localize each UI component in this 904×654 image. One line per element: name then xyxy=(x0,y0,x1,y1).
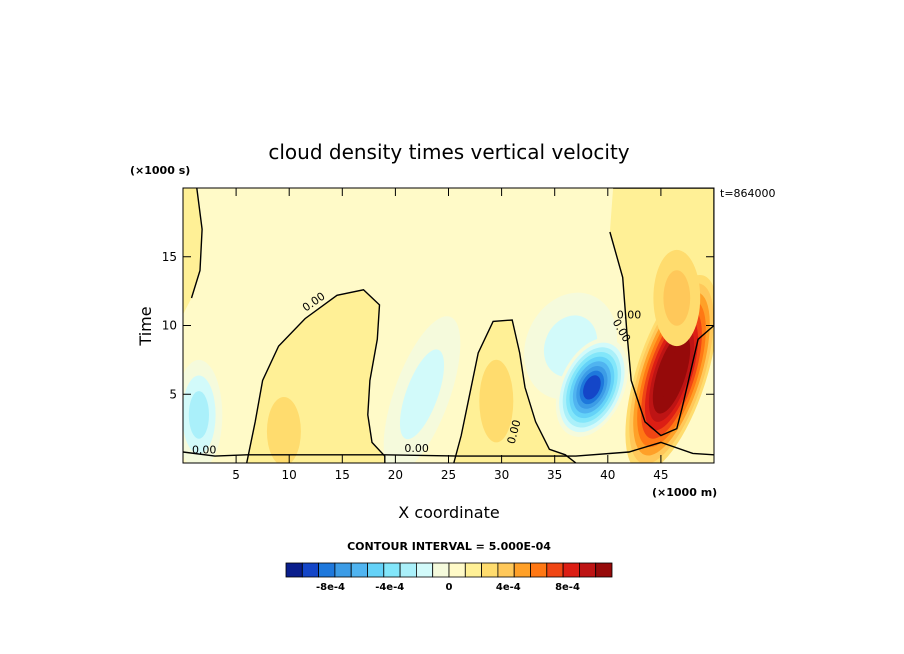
plot-area: 0.000.00 0.000.000.000.00 5 10 15 20 25 30 35 40… xyxy=(162,187,715,482)
contour-level-2-2 xyxy=(399,349,445,440)
zero-contour-mid xyxy=(453,319,577,463)
contour-level-1-1 xyxy=(266,397,301,463)
colorbar-swatch xyxy=(497,562,515,578)
contour-label: 0.00 xyxy=(617,309,642,322)
colorbar xyxy=(285,562,613,578)
contour-interval-note: CONTOUR INTERVAL = 5.000E-04 xyxy=(347,540,551,553)
colorbar-swatch xyxy=(546,562,564,578)
x-tick-label: 35 xyxy=(547,468,562,482)
colorbar-swatch xyxy=(464,562,482,578)
colorbar-labels: -8e-4 -4e-4 0 4e-4 8e-4 xyxy=(316,582,580,593)
x-tick-label: 10 xyxy=(282,468,297,482)
zero-contour-left xyxy=(190,188,203,299)
colorbar-swatch xyxy=(334,562,352,578)
x-tick-label: 30 xyxy=(494,468,509,482)
colorbar-swatch xyxy=(399,562,417,578)
colorbar-swatch xyxy=(513,562,531,578)
zero-contours xyxy=(183,188,714,463)
x-axis-title: X coordinate xyxy=(398,503,499,522)
y-axis-title: Time xyxy=(136,306,155,346)
colorbar-label: 0 xyxy=(446,582,453,593)
colorbar-swatch xyxy=(285,562,303,578)
zero-contour-bottom xyxy=(183,441,714,457)
colorbar-swatch xyxy=(350,562,368,578)
colorbar-swatch xyxy=(383,562,401,578)
contour-level-7-2 xyxy=(663,270,691,326)
colorbar-swatch xyxy=(415,562,434,578)
colorbar-label: 8e-4 xyxy=(555,582,580,593)
chart-title: cloud density times vertical velocity xyxy=(268,140,629,164)
colorbar-label: -8e-4 xyxy=(316,582,345,593)
x-tick-label: 45 xyxy=(653,468,668,482)
contour-label: 0.00 xyxy=(192,443,217,456)
contour-level-3-1 xyxy=(479,359,514,443)
y-tick-label: 10 xyxy=(162,319,177,333)
time-stamp: t=864000 xyxy=(720,187,776,200)
x-axis: 5 10 15 20 25 30 35 40 45 xyxy=(232,188,669,482)
x-tick-label: 25 xyxy=(441,468,456,482)
colorbar-swatch xyxy=(562,562,580,578)
contour-level-6-10 xyxy=(660,350,683,397)
contour-level-0-3 xyxy=(188,391,209,439)
x-tick-label: 15 xyxy=(335,468,350,482)
y-unit-label: (×1000 s) xyxy=(130,164,190,177)
colorbar-swatch xyxy=(481,562,499,578)
colorbar-swatch xyxy=(432,562,450,578)
zero-contour-center xyxy=(246,289,386,463)
colorbar-swatch xyxy=(448,562,466,578)
x-tick-label: 40 xyxy=(600,468,615,482)
colorbar-swatch xyxy=(318,562,336,578)
colorbar-swatch xyxy=(595,562,613,578)
colorbar-label: -4e-4 xyxy=(375,582,404,593)
y-axis: 5 10 15 xyxy=(162,250,714,401)
x-unit-label: (×1000 m) xyxy=(652,486,717,499)
colorbar-swatch xyxy=(579,562,597,578)
x-tick-label: 5 xyxy=(232,468,240,482)
colorbar-swatch xyxy=(367,562,385,578)
contour-fills xyxy=(183,188,714,463)
y-tick-label: 15 xyxy=(162,250,177,264)
colorbar-label: 4e-4 xyxy=(496,582,521,593)
contour-level-5-9 xyxy=(583,375,601,400)
contour-label: 0.00 xyxy=(505,418,524,445)
zero-contour-right xyxy=(609,188,714,437)
colorbar-swatch xyxy=(301,562,319,578)
x-tick-label: 20 xyxy=(388,468,403,482)
positive-region-left xyxy=(183,188,203,315)
colorbar-swatch xyxy=(530,562,548,578)
contour-label: 0.00 xyxy=(404,442,429,455)
y-tick-label: 5 xyxy=(169,387,177,401)
